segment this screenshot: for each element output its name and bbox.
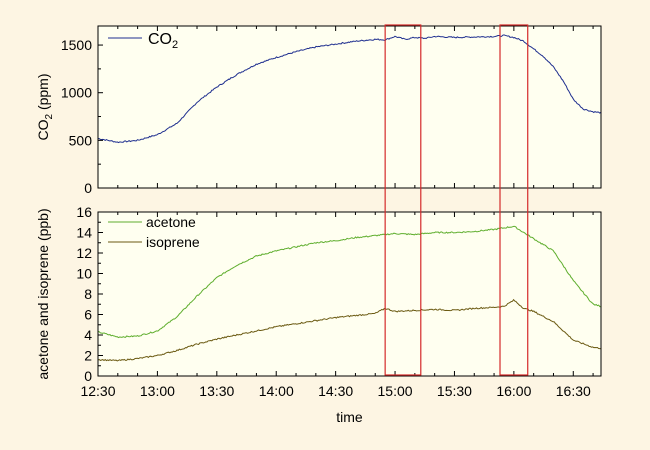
x-tick-label: 16:30 bbox=[556, 383, 591, 399]
voc-plot-area bbox=[98, 212, 601, 376]
y-tick-label: 6 bbox=[84, 307, 92, 323]
y-tick-label: 500 bbox=[69, 132, 93, 148]
x-tick-label: 13:00 bbox=[140, 383, 175, 399]
y-tick-label: 10 bbox=[76, 266, 92, 282]
x-tick-label: 14:00 bbox=[259, 383, 294, 399]
x-tick-label: 15:30 bbox=[437, 383, 472, 399]
series-line-isoprene bbox=[97, 298, 602, 362]
legend-label-co2: CO2 bbox=[148, 31, 178, 51]
y-tick-label: 1000 bbox=[61, 85, 92, 101]
x-tick-label: 16:00 bbox=[496, 383, 531, 399]
series-line-co2 bbox=[97, 34, 602, 144]
y-tick-label: 0 bbox=[84, 368, 92, 384]
x-tick-label: 12:30 bbox=[80, 383, 115, 399]
series-line-acetone bbox=[97, 225, 602, 339]
x-tick-label: 15:00 bbox=[378, 383, 413, 399]
highlight-window-1 bbox=[384, 24, 422, 376]
y-tick-label: 14 bbox=[76, 225, 92, 241]
highlight-window-2 bbox=[499, 24, 529, 376]
y-tick-label: 4 bbox=[84, 327, 92, 343]
legend-label-isoprene: isoprene bbox=[146, 234, 200, 250]
voc-y-axis-title: acetone and isoprene (ppb) bbox=[35, 208, 51, 379]
y-tick-label: 8 bbox=[84, 286, 92, 302]
legend-label-acetone: acetone bbox=[146, 214, 196, 230]
voc-panel: 0 2 4 6 8 10 12 14 16 bbox=[76, 204, 602, 384]
x-tick-label: 13:30 bbox=[199, 383, 234, 399]
x-tick-label: 14:30 bbox=[318, 383, 353, 399]
co2-plot-area bbox=[98, 26, 601, 188]
co2-panel: 0 500 1000 1500 bbox=[61, 25, 602, 196]
y-tick-label: 16 bbox=[76, 204, 92, 220]
y-tick-label: 2 bbox=[84, 348, 92, 364]
co2-y-axis-title: CO2 (ppm) bbox=[35, 73, 55, 140]
y-tick-label: 1500 bbox=[61, 37, 92, 53]
co2-plot-frame bbox=[97, 25, 602, 189]
x-axis-title: time bbox=[336, 409, 363, 425]
y-tick-label: 0 bbox=[84, 180, 92, 196]
y-tick-label: 12 bbox=[76, 245, 92, 261]
